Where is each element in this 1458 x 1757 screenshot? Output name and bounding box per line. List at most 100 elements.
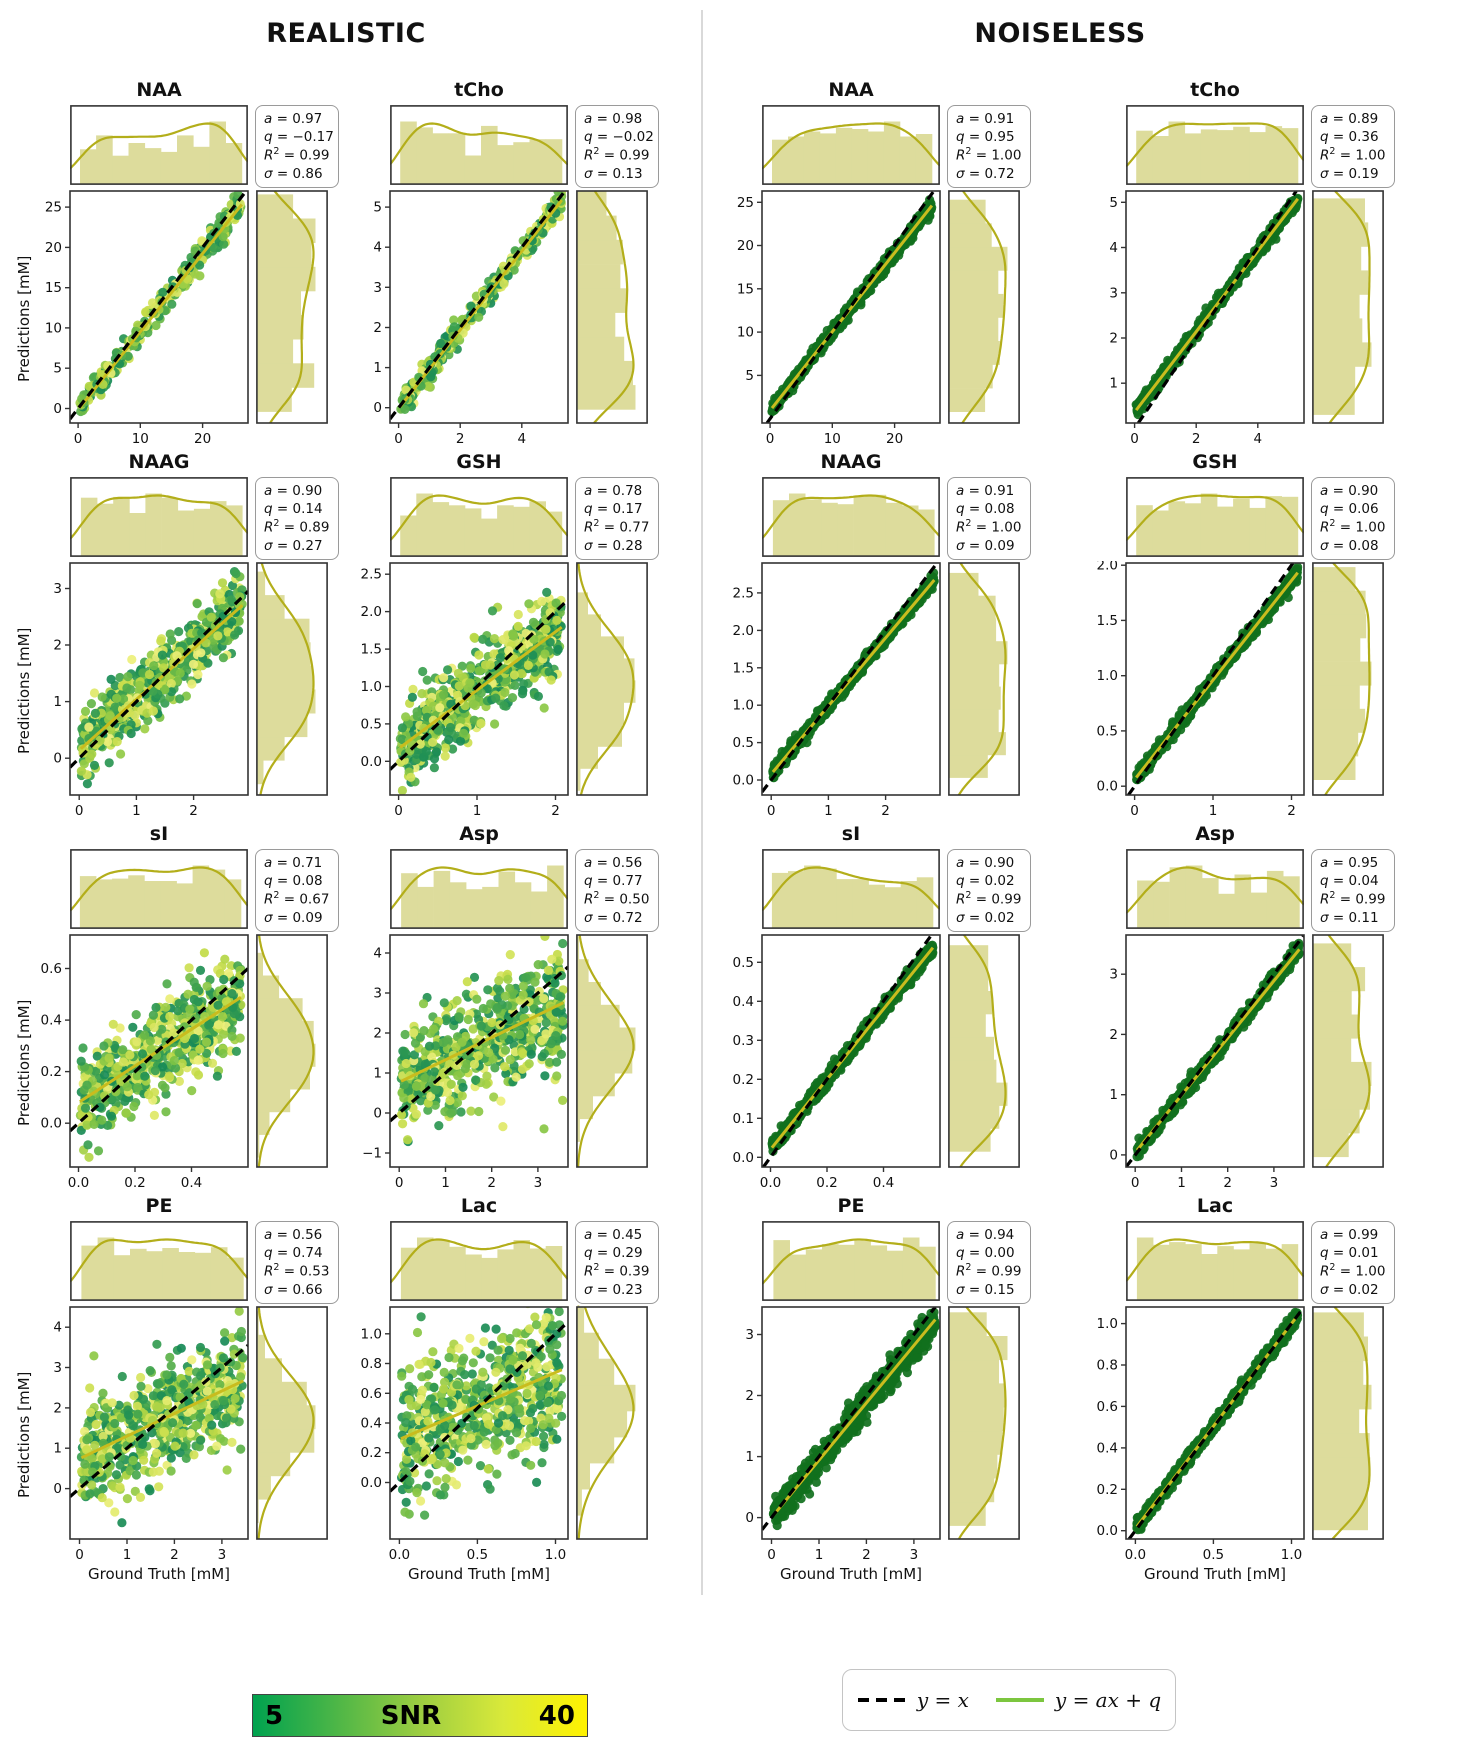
x-tick-label: 0 [395,1175,404,1191]
scatter-plot: 0 1 2 3 0 1 2 3 [1109,934,1305,1191]
stat-sigma: σ = 0.66 [264,1281,323,1298]
x-tick-label: 1.0 [1281,1547,1302,1563]
panel-realistic-si: sI a = 0.71 q = 0.08 R2 = 0.67 σ = 0.09 Predi… [15,821,342,1193]
y-tick-label: 25 [737,195,754,211]
panel-noiseless-lac: Lac a = 0.99 q = 0.01 R2 = 1.00 σ = 0.02 0.0 0… [1086,1193,1398,1587]
y-tick-label: 3 [53,1360,62,1376]
stat-sigma: σ = 0.09 [264,909,323,926]
top-marginal-row: a = 0.90 q = 0.14 R2 = 0.89 σ = 0.27 [30,477,342,561]
group-separator [701,10,703,1595]
y-tick-label: 0.4 [41,1013,62,1029]
x-tick-label: 3 [218,1547,227,1563]
scatter-plot: 0 10 20 0 5 10 15 20 25 [45,190,249,447]
y-tick-label: 1.5 [361,642,382,658]
x-tick-label: 2 [862,1547,871,1563]
y-marginal-histogram [256,1306,328,1540]
y-tick-label: 2.0 [733,623,754,639]
noiseless-header: NOISELESS [974,18,1146,49]
x-tick-label: 0 [394,431,403,447]
identity-line [390,1320,568,1493]
panel-noiseless-gsh: GSH a = 0.90 q = 0.06 R2 = 1.00 σ = 0.08 0 1 2 0… [1086,449,1398,821]
y-tick-label: 0 [53,1481,62,1497]
stat-sigma: σ = 0.72 [956,165,1015,182]
y-marginal-histogram [948,1306,1020,1540]
x-marginal-histogram [762,477,940,557]
y-tick-label: 2 [1109,331,1118,347]
y-tick-label: 4 [373,240,382,256]
x-tick-label: 0 [75,1547,84,1563]
legend-item-fit: y = ax + q [995,1688,1161,1712]
x-tick-label: 0.0 [760,1175,781,1191]
y-tick-label: 0.0 [361,1475,382,1491]
panel-realistic-asp: Asp a = 0.56 q = 0.77 R2 = 0.50 σ = 0.72 0 1 2 3… [350,821,662,1193]
y-tick-label: 0.2 [1097,1482,1118,1498]
y-marginal-histogram [256,562,328,796]
identity-line [1126,935,1304,1167]
y-tick-label: 0.8 [1097,1358,1118,1374]
fit-line [770,204,934,410]
top-marginal-row: a = 0.91 q = 0.08 R2 = 1.00 σ = 0.09 [722,477,1034,561]
x-tick-label: 10 [824,431,841,447]
stats-box: a = 0.56 q = 0.74 R2 = 0.53 σ = 0.66 [255,1221,339,1304]
scatter-row: 0 1 2 3 −1 0 1 2 3 4 [350,933,662,1193]
colorbar-max-label: 40 [538,1700,575,1731]
stat-sigma: σ = 0.13 [584,165,643,182]
stat-a: a = 0.56 [264,1227,323,1243]
y-tick-label: 2.0 [1097,561,1118,574]
scatter-row: 0 2 4 0 1 2 3 4 5 [350,189,662,449]
stat-a: a = 0.89 [1320,111,1379,127]
panel-realistic-gsh: GSH a = 0.78 q = 0.17 R2 = 0.77 σ = 0.28 0 1 2 0… [350,449,662,821]
scatter-plot: 0 2 4 0 1 2 3 4 5 [373,190,569,447]
scatter-row: 0.0 0.5 1.0 0.0 0.2 0.4 0.6 0.8 1.0 [350,1305,662,1565]
scatter-plot: 0.0 0.5 1.0 0.0 0.2 0.4 0.6 0.8 1.0 [1097,1306,1305,1563]
panel-noiseless-si: sI a = 0.90 q = 0.02 R2 = 0.99 σ = 0.02 0.0 0.… [722,821,1034,1193]
panel-title: Lac [460,1195,498,1217]
identity-line [70,191,248,420]
scatter-plot: 0.0 0.2 0.4 0.0 0.2 0.4 0.6 [41,934,249,1191]
panel-realistic-pe: PE a = 0.56 q = 0.74 R2 = 0.53 σ = 0.66 Predi… [15,1193,342,1587]
y-tick-label: 0.0 [1097,779,1118,795]
y-tick-label: 3 [373,986,382,1002]
y-marginal-histogram [1312,1306,1384,1540]
identity-line [765,191,936,423]
stat-sigma: σ = 0.11 [1320,909,1379,926]
scatter-row: 0 1 2 3 0 1 2 3 [722,1305,1034,1565]
stat-a: a = 0.91 [956,483,1015,499]
identity-line [70,1344,248,1498]
stats-box: a = 0.99 q = 0.01 R2 = 1.00 σ = 0.02 [1311,1221,1395,1304]
y-tick-label: 2 [1109,1027,1118,1043]
y-tick-label: 0.4 [361,1416,382,1432]
x-tick-label: 1 [123,1547,132,1563]
x-tick-label: 0 [1130,803,1139,819]
stat-R2: R2 = 1.00 [1320,518,1386,536]
y-tick-label: 0.5 [361,716,382,732]
y-tick-label: 3 [745,1327,754,1343]
y-tick-label: 2.5 [733,585,754,601]
x-marginal-histogram [762,105,940,185]
y-marginal-histogram [1312,934,1384,1168]
scatter-plot: 0 1 2 3 0 1 2 3 4 [53,1306,249,1563]
top-marginal-row: a = 0.94 q = 0.00 R2 = 0.99 σ = 0.15 [722,1221,1034,1305]
identity-line [390,191,567,420]
top-marginal-row: a = 0.99 q = 0.01 R2 = 1.00 σ = 0.02 [1086,1221,1398,1305]
scatter-row: 0.0 0.2 0.4 0.0 0.1 0.2 0.3 0.4 0.5 [722,933,1034,1193]
stat-q: q = 0.06 [1320,501,1379,518]
x-marginal-histogram [390,477,568,557]
y-tick-label: 3 [1109,967,1118,983]
stat-R2: R2 = 0.77 [584,518,650,536]
scatter-row: 0 1 2 3 0 1 2 3 [1086,933,1398,1193]
y-tick-label: 25 [45,200,62,216]
scatter-plot: 0 1 2 0.0 0.5 1.0 1.5 2.0 [1097,561,1305,819]
y-tick-label: 0.5 [733,955,754,971]
fit-line [79,604,244,750]
y-tick-label: 15 [737,281,754,297]
y-tick-label: 1 [53,1441,62,1457]
x-tick-label: 2 [456,431,465,447]
identity-line [762,563,939,793]
x-tick-label: 0.0 [1125,1547,1146,1563]
stat-R2: R2 = 1.00 [1320,1262,1386,1280]
y-tick-label: 10 [45,320,62,336]
identity-line [70,967,248,1133]
y-marginal-histogram [948,562,1020,796]
x-tick-label: 2 [189,803,198,819]
